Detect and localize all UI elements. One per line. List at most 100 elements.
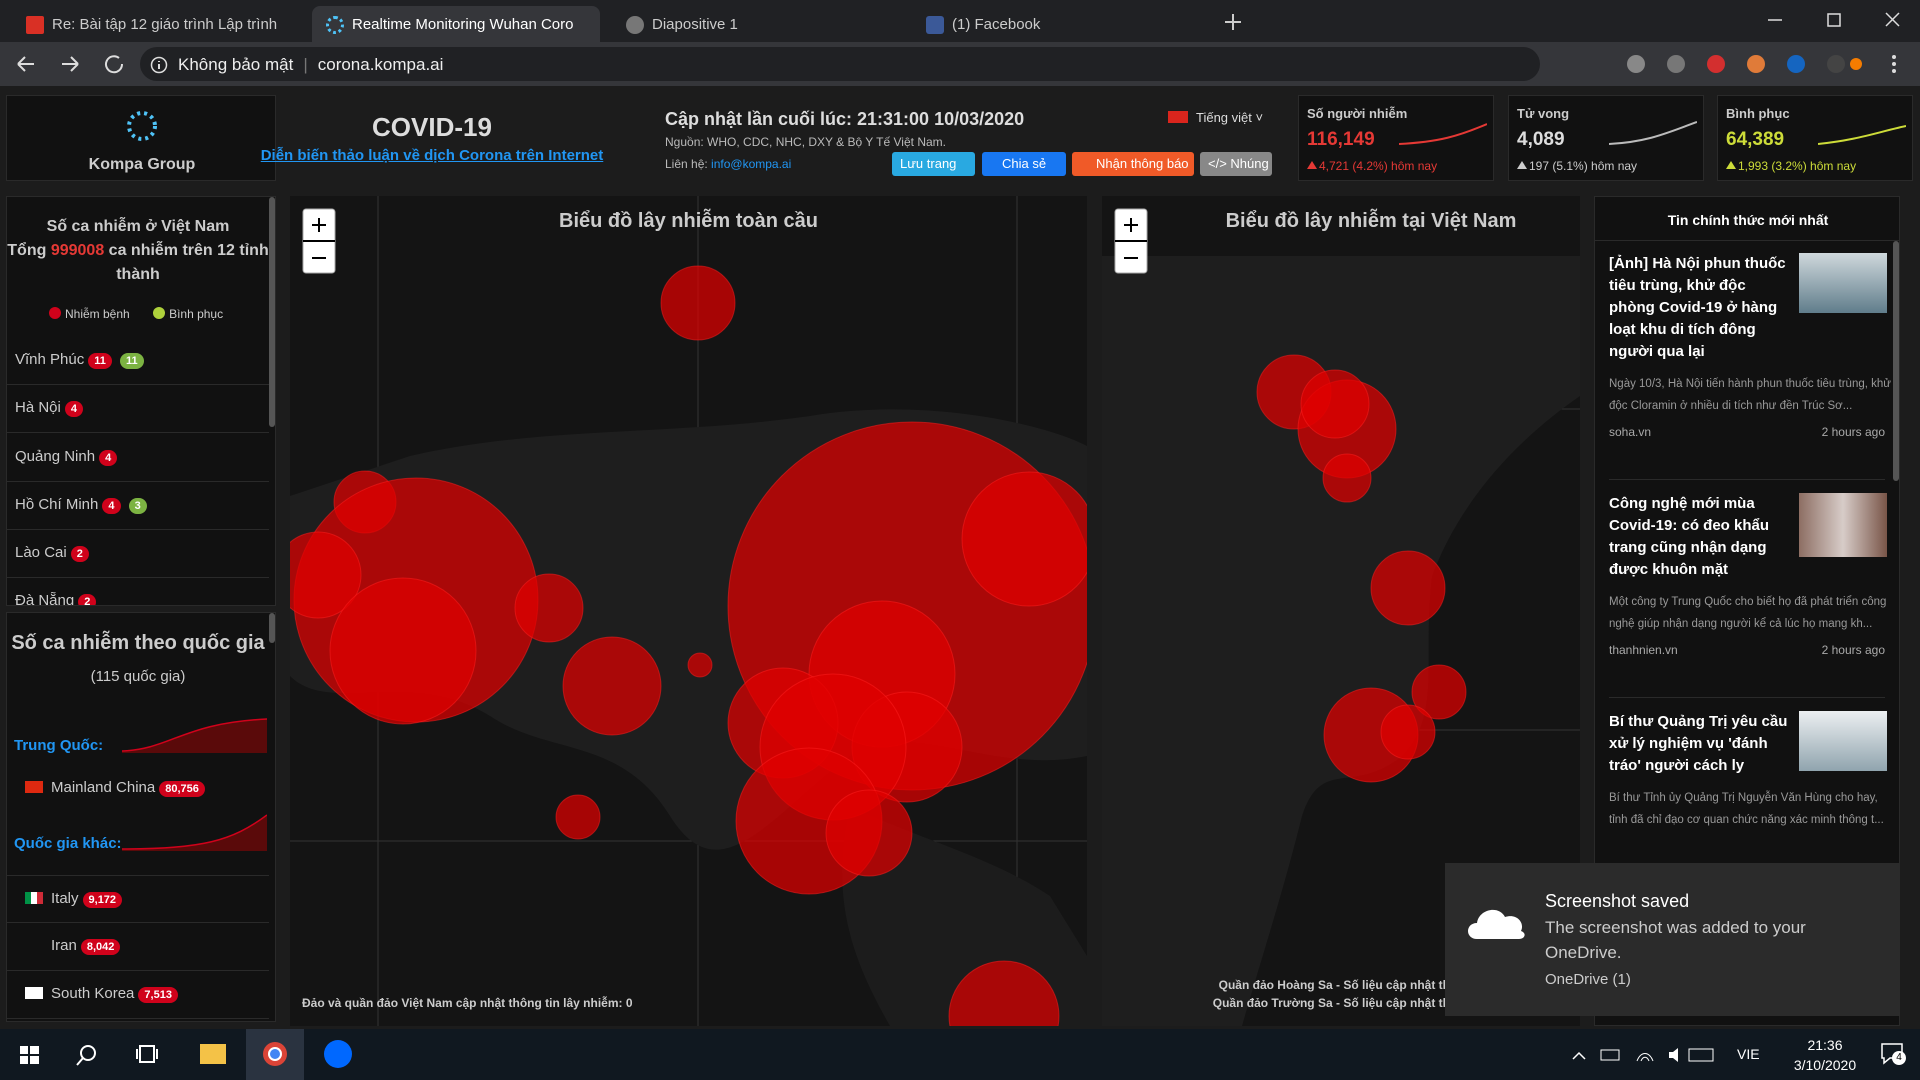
notification-count: 4 — [1892, 1051, 1906, 1065]
infection-bubble[interactable] — [290, 531, 362, 619]
infected: 2 — [78, 594, 97, 605]
news-footer: soha.vn 2 hours ago — [1609, 425, 1885, 439]
nav-buttons[interactable] — [14, 52, 124, 76]
window-controls[interactable] — [1760, 8, 1910, 32]
news-item[interactable]: Bí thư Quảng Trị yêu cầu xử lý nghiệm vụ… — [1609, 711, 1899, 831]
infection-bubble[interactable] — [514, 573, 584, 643]
province: Hà Nội — [15, 399, 61, 416]
group-label: Trung Quốc: — [14, 737, 104, 754]
taskbar-icons[interactable] — [0, 1029, 380, 1080]
total: 999008 — [50, 242, 105, 259]
omnibox[interactable]: Không bảo mật | corona.kompa.ai — [140, 47, 1540, 81]
zoom-control[interactable] — [1114, 208, 1148, 274]
news-item[interactable]: Công nghệ mới mùa Covid-19: có đeo khẩu … — [1609, 493, 1899, 657]
news-time: 2 hours ago — [1821, 425, 1885, 439]
language: Tiếng việt — [1196, 110, 1252, 125]
news-source: soha.vn — [1609, 425, 1652, 439]
infection-bubble[interactable] — [1370, 550, 1446, 626]
news-title: [Ảnh] Hà Nội phun thuốc tiêu trùng, khử … — [1609, 255, 1786, 360]
province-row[interactable]: Vĩnh Phúc 11 11 — [7, 337, 269, 385]
extensions[interactable] — [1620, 52, 1910, 76]
province-row[interactable]: Lào Cai 2 — [7, 530, 269, 578]
tab-strip: Re: Bài tập 12 giáo trình Lập trình Real… — [0, 0, 1920, 42]
cases: 8,042 — [80, 939, 121, 955]
news-item[interactable]: [Ảnh] Hà Nội phun thuốc tiêu trùng, khử … — [1609, 253, 1899, 439]
new-tab-button[interactable] — [1222, 11, 1244, 33]
stat-value: 4,089 — [1517, 129, 1565, 150]
tab[interactable]: Diapositive 1 — [612, 6, 900, 42]
notify-button[interactable]: Nhận thông báo — [1072, 152, 1194, 176]
notification-toast[interactable]: Screenshot saved The screenshot was adde… — [1445, 863, 1900, 1016]
share-button[interactable]: Chia sẻ — [982, 152, 1066, 176]
news-image — [1799, 493, 1887, 557]
action-center[interactable]: 4 — [1880, 1041, 1906, 1065]
zoom-control[interactable] — [302, 208, 336, 274]
toast-body: The screenshot was added to your OneDriv… — [1545, 918, 1806, 962]
tab[interactable]: Realtime Monitoring Wuhan Coro — [312, 6, 600, 42]
date: 3/10/2020 — [1793, 1057, 1857, 1073]
vietnam-map[interactable]: Biểu đồ lây nhiễm tại Việt Nam Quần đảo … — [1102, 196, 1580, 1026]
infection-bubble[interactable] — [825, 789, 913, 877]
clock[interactable]: 21:36 3/10/2020 — [1770, 1035, 1880, 1075]
cases: 9,172 — [82, 892, 123, 908]
stat-label: Bình phục — [1726, 106, 1790, 121]
infected: 4 — [102, 498, 121, 514]
province-row[interactable]: Quảng Ninh 4 — [7, 434, 269, 482]
scrollbar[interactable] — [269, 613, 275, 643]
province: Hồ Chí Minh — [15, 496, 99, 513]
scrollbar[interactable] — [269, 197, 275, 427]
stat-change: 4,721 (4.2%) hôm nay — [1307, 159, 1485, 173]
updated-time: Cập nhật lần cuối lúc: 21:31:00 10/03/20… — [665, 109, 1025, 129]
news-title: Công nghệ mới mùa Covid-19: có đeo khẩu … — [1609, 495, 1770, 578]
scrollbar[interactable] — [1893, 241, 1899, 481]
province-row[interactable]: Hà Nội 4 — [7, 385, 269, 433]
infection-bubble[interactable] — [687, 652, 713, 678]
country-row[interactable]: Italy 9,172 — [7, 875, 269, 923]
tab[interactable]: Re: Bài tập 12 giáo trình Lập trình — [12, 6, 300, 42]
brand-panel: Kompa Group — [6, 95, 276, 181]
save-button[interactable]: Lưu trang — [892, 152, 975, 176]
language-select[interactable]: Tiếng việt ˅ — [1168, 110, 1263, 125]
map-canvas — [290, 196, 1087, 1026]
infection-bubble[interactable] — [1411, 664, 1467, 720]
news-time: 2 hours ago — [1821, 643, 1885, 657]
toast-title: Screenshot saved — [1545, 891, 1690, 911]
global-map[interactable]: Biểu đồ lây nhiễm toàn cầu Đảo và quần đ… — [290, 196, 1087, 1026]
email[interactable]: info@kompa.ai — [711, 157, 792, 171]
map-canvas — [1102, 256, 1580, 1026]
stat-card: Tử vong 4,089 197 (5.1%) hôm nay — [1508, 95, 1704, 181]
news-header: Tin chính thức mới nhất — [1595, 197, 1899, 241]
infection-bubble[interactable] — [1380, 704, 1436, 760]
country-row[interactable]: South Korea 7,513 — [7, 971, 269, 1019]
infection-bubble[interactable] — [555, 794, 601, 840]
infected: 11 — [88, 353, 112, 369]
vietnam-panel: Số ca nhiễm ở Việt Nam Tổng 999008 ca nh… — [6, 196, 276, 606]
infection-bubble[interactable] — [660, 265, 736, 341]
language-indicator[interactable]: VIE — [1737, 1046, 1760, 1062]
infection-bubble[interactable] — [562, 636, 662, 736]
province-row[interactable]: Hồ Chí Minh 4 3 — [7, 482, 269, 530]
discussion-link[interactable]: Diễn biến thảo luận về dịch Corona trên … — [260, 147, 604, 164]
info-icon — [150, 56, 168, 74]
infection-bubble[interactable] — [961, 471, 1087, 607]
infected: 4 — [64, 401, 83, 417]
stat-label: Số người nhiễm — [1307, 106, 1408, 121]
action-center-icon — [1881, 1043, 1903, 1065]
stat-change: 1,993 (3.2%) hôm nay — [1726, 159, 1904, 173]
infection-bubble[interactable] — [329, 577, 477, 725]
stat-card: Số người nhiễm 116,149 4,721 (4.2%) hôm … — [1298, 95, 1494, 181]
infection-bubble[interactable] — [1322, 453, 1372, 503]
legend-entry: Bình phục — [169, 307, 224, 321]
infection-bubble[interactable] — [948, 960, 1060, 1026]
news-summary: Một công ty Trung Quốc cho biết họ đã ph… — [1609, 596, 1887, 630]
contact-label: Liên hệ: — [665, 157, 708, 171]
tab[interactable]: (1) Facebook — [912, 6, 1200, 42]
countries-panel: Số ca nhiễm theo quốc gia (115 quốc gia)… — [6, 612, 276, 1022]
embed-button[interactable]: </> Nhúng — [1200, 152, 1272, 176]
province-row[interactable]: Đà Nẵng 2 — [7, 578, 269, 605]
country-row[interactable]: Mainland China 80,756 — [7, 765, 269, 813]
infection-bubble[interactable] — [1300, 369, 1370, 439]
news-image — [1799, 253, 1887, 313]
system-tray[interactable] — [1565, 1043, 1715, 1067]
country-row[interactable]: Iran 8,042 — [7, 923, 269, 971]
